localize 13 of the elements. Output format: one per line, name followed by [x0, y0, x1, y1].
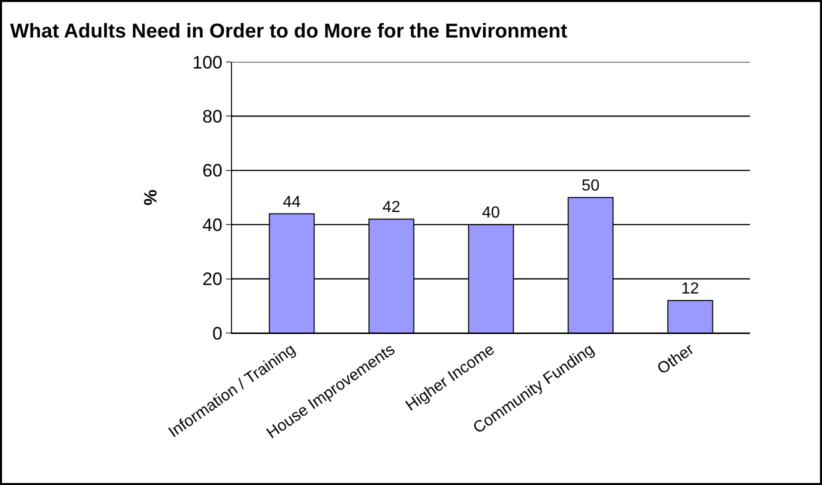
data-label: 12	[681, 280, 700, 298]
y-tick-label: 0	[212, 323, 222, 344]
y-tick-label: 60	[202, 160, 222, 181]
data-label: 50	[582, 178, 600, 194]
y-axis-title: %	[140, 189, 161, 206]
y-tick-label: 40	[202, 214, 222, 235]
y-tick-label: 100	[192, 52, 222, 72]
y-tick-label: 80	[202, 106, 222, 126]
y-tick-label: 20	[202, 269, 222, 290]
chart-title: What Adults Need in Order to do More for the Environment	[10, 20, 568, 43]
data-label: 44	[282, 194, 301, 211]
data-label: 40	[482, 204, 500, 222]
data-label: 42	[382, 199, 400, 216]
